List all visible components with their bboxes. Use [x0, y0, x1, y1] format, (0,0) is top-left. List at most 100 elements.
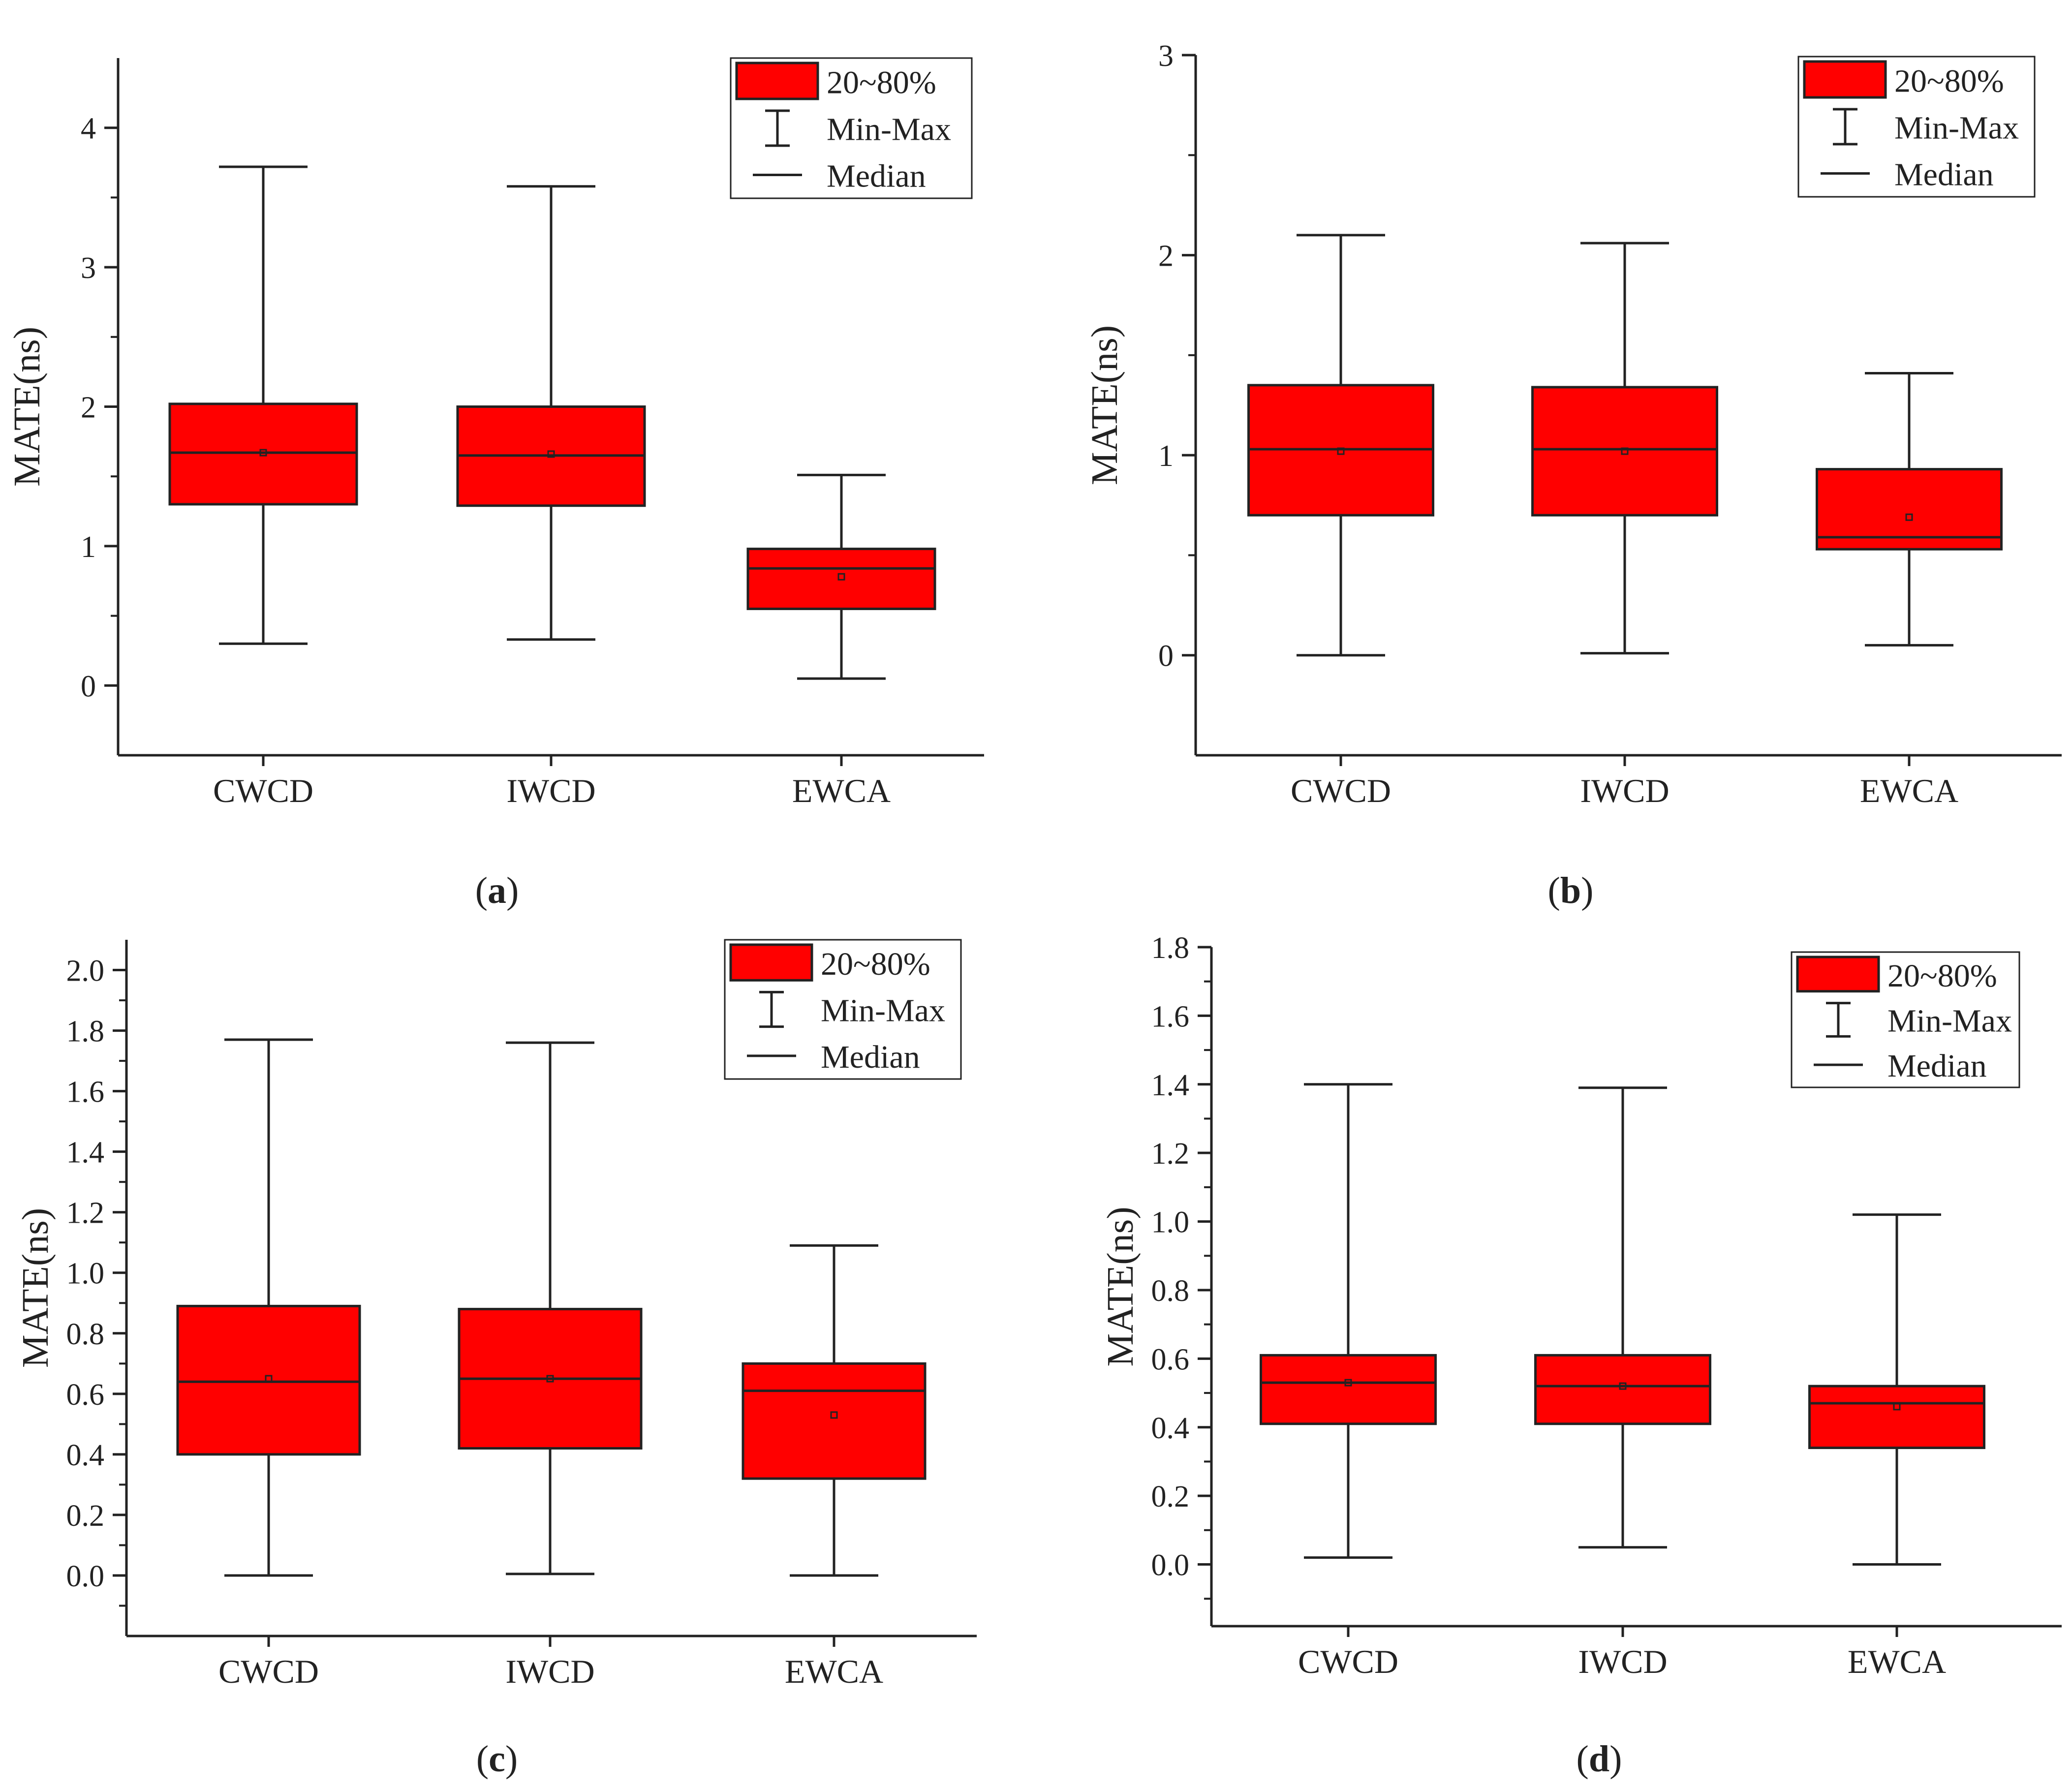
box-cwcd: CWCD	[1247, 234, 1434, 809]
panel-label-letter: d	[1589, 1738, 1609, 1780]
y-tick-label: 1.8	[1151, 931, 1190, 965]
panel-d: 0.0 0.2 0.4 0.6 0.8 1.0 1.2 1.4 1.6 1.8 MATE(ns) CW…	[1100, 931, 2062, 1780]
y-tick-label: 1.8	[66, 1015, 105, 1049]
mean-marker	[1893, 1403, 1901, 1411]
panel-label-open: (	[1577, 1738, 1589, 1780]
y-tick-label: 1.6	[66, 1076, 105, 1109]
box-ewca: EWCA	[1808, 1213, 1985, 1680]
legend-swatch-box	[1803, 60, 1887, 99]
panel-label-close: )	[1609, 1738, 1622, 1780]
x-tick-label: CWCD	[1291, 772, 1391, 809]
x-tick-label: EWCA	[1860, 772, 1958, 809]
y-tick-label: 1.0	[66, 1257, 105, 1291]
y-tick-label: 0.8	[1151, 1274, 1190, 1308]
mean-marker	[265, 1375, 273, 1383]
y-tick-label: 1.4	[1151, 1069, 1190, 1102]
box-20-80	[1260, 1354, 1437, 1425]
y-tick-label: 0.2	[1151, 1480, 1190, 1513]
y-tick-label: 2	[81, 391, 96, 425]
legend-item-label: Median	[1887, 1048, 1987, 1084]
y-tick-label: 0.4	[1151, 1412, 1190, 1445]
legend-item-label: Median	[827, 158, 926, 194]
mean-marker	[830, 1411, 838, 1419]
panel-label-letter: b	[1560, 870, 1581, 911]
x-tick-label: IWCD	[506, 772, 595, 809]
y-tick-label: 1.4	[66, 1136, 105, 1170]
legend-item-label: 20~80%	[1894, 63, 2004, 99]
panel-label: (a)	[475, 870, 519, 911]
mean-marker	[259, 449, 267, 457]
panel-label-open: (	[1548, 870, 1560, 911]
legend-item-label: 20~80%	[827, 65, 936, 101]
box-cwcd: CWCD	[176, 1038, 361, 1690]
x-tick-label: IWCD	[1580, 772, 1669, 809]
panel-c: 0.0 0.2 0.4 0.6 0.8 1.0 1.2 1.4 1.6 1.8 2.0 MATE(ns…	[15, 939, 977, 1780]
box-cwcd: CWCD	[1260, 1083, 1437, 1680]
box-20-80	[1816, 468, 2003, 551]
legend: 20~80% Min-Max Median	[724, 939, 962, 1080]
x-tick-label: CWCD	[218, 1653, 319, 1690]
box-20-80	[742, 1362, 927, 1480]
box-cwcd: CWCD	[168, 165, 358, 809]
legend-swatch-box	[729, 943, 813, 982]
y-tick-label: 4	[81, 112, 96, 146]
y-tick-label: 1	[1158, 439, 1174, 473]
panel-label-open: (	[475, 870, 488, 911]
panel-label: (c)	[476, 1738, 518, 1780]
mean-marker	[1905, 513, 1913, 521]
y-tick-label: 2	[1158, 240, 1174, 273]
box-iwcd: IWCD	[456, 185, 646, 809]
y-tick-label: 3	[1158, 39, 1174, 73]
legend: 20~80% Min-Max Median	[1797, 56, 2036, 198]
legend-item-label: Min-Max	[827, 112, 951, 148]
y-tick-label: 0.8	[66, 1318, 105, 1351]
y-tick-label: 0.6	[66, 1378, 105, 1412]
legend: 20~80% Min-Max Median	[1791, 951, 2020, 1088]
panel-a: 0 1 2 3 4 MATE(ns) CWCD IWCD EWCA 20~80% Min-Max Me…	[6, 57, 984, 911]
x-tick-label: EWCA	[792, 772, 891, 809]
box-20-80	[176, 1304, 361, 1456]
y-axis-label: MATE(ns)	[1084, 325, 1125, 485]
y-tick-label: 0.0	[66, 1560, 105, 1593]
mean-marker	[1344, 1379, 1352, 1387]
x-tick-label: CWCD	[213, 772, 313, 809]
box-ewca: EWCA	[742, 1244, 927, 1690]
legend-swatch-box	[1796, 956, 1880, 993]
panel-label: (b)	[1548, 870, 1594, 911]
panel-label-close: )	[1581, 870, 1593, 911]
x-tick-label: IWCD	[505, 1653, 594, 1690]
x-tick-label: IWCD	[1578, 1643, 1667, 1680]
y-tick-label: 0	[81, 670, 96, 703]
box-iwcd: IWCD	[1534, 1086, 1711, 1680]
mean-marker	[1621, 447, 1629, 455]
y-tick-label: 2.0	[66, 955, 105, 988]
box-20-80	[1808, 1385, 1985, 1450]
panel-label-letter: c	[489, 1738, 505, 1780]
panel-b: 0 1 2 3 MATE(ns) CWCD IWCD EWCA 20~80% Min-Max Med…	[1084, 39, 2062, 911]
y-tick-label: 1.0	[1151, 1206, 1190, 1239]
panel-label-open: (	[476, 1738, 489, 1780]
mean-marker	[547, 450, 555, 458]
x-tick-label: CWCD	[1298, 1643, 1398, 1680]
box-ewca: EWCA	[746, 473, 936, 809]
y-tick-label: 0.4	[66, 1439, 105, 1472]
y-axis-label: MATE(ns)	[15, 1208, 56, 1368]
box-ewca: EWCA	[1816, 371, 2003, 809]
legend-item-label: Min-Max	[1894, 110, 2019, 146]
y-tick-label: 0.2	[66, 1499, 105, 1533]
legend-item-label: 20~80%	[1887, 958, 1997, 994]
panel-label-close: )	[505, 1738, 518, 1780]
legend-item-label: Median	[1894, 157, 1994, 193]
box-iwcd: IWCD	[1531, 242, 1718, 809]
panel-label-letter: a	[488, 870, 506, 911]
y-tick-label: 1.2	[1151, 1137, 1190, 1171]
legend: 20~80% Min-Max Median	[730, 57, 973, 199]
x-tick-label: EWCA	[785, 1653, 883, 1690]
y-tick-label: 3	[81, 251, 96, 285]
y-tick-label: 1.6	[1151, 1000, 1190, 1033]
y-axis-label: MATE(ns)	[1100, 1206, 1141, 1366]
y-axis-label: MATE(ns)	[6, 327, 48, 487]
box-20-80	[168, 402, 358, 506]
y-tick-label: 1.2	[66, 1197, 105, 1230]
